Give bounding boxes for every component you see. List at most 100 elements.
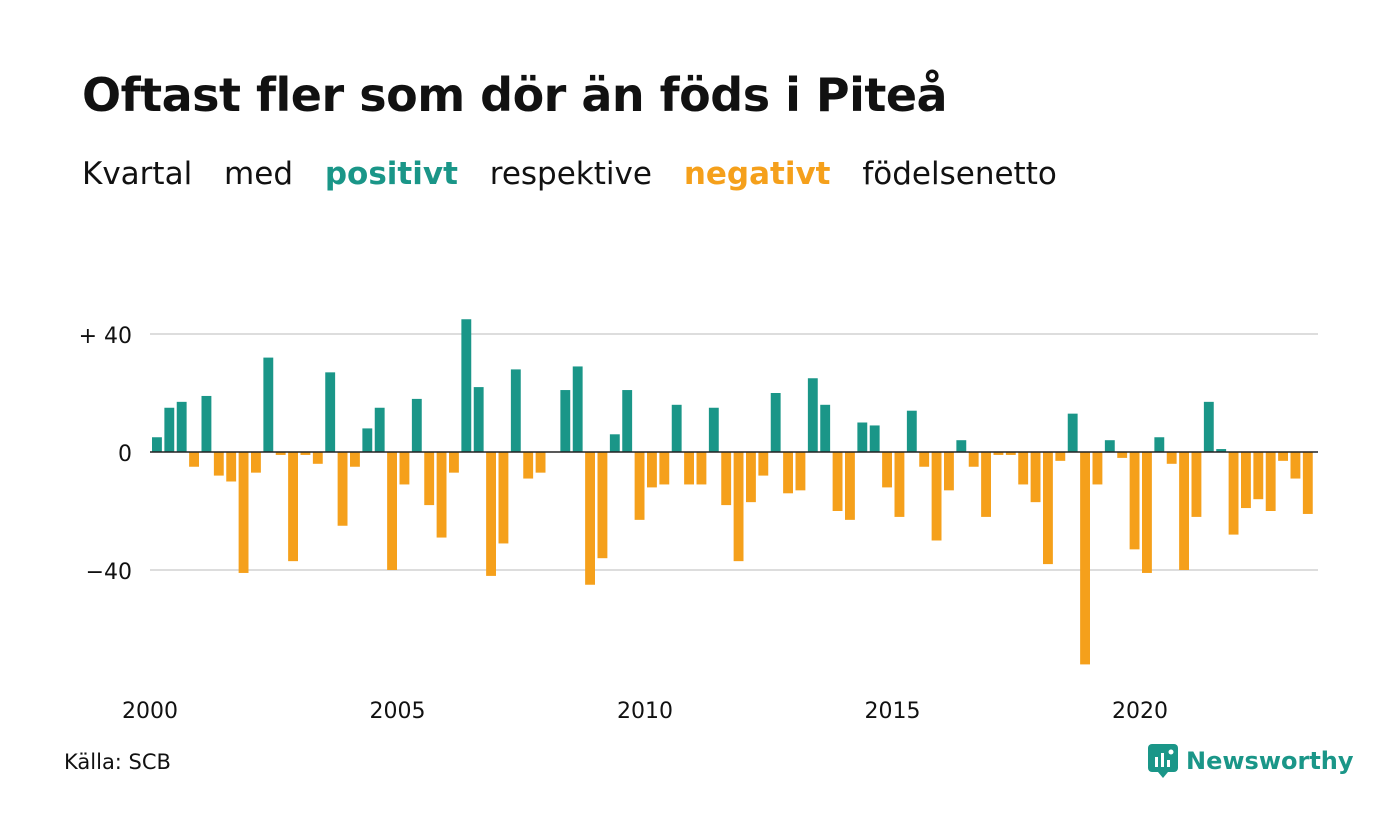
bar-13 [312, 452, 323, 464]
bar-24 [449, 452, 459, 473]
bar-77 [1104, 440, 1115, 452]
bar-58 [869, 425, 880, 452]
bar-93 [1302, 452, 1313, 514]
bar-50 [770, 393, 781, 452]
x-tick-label-3: 2015 [865, 699, 921, 724]
bar-88 [1241, 452, 1251, 509]
bar-12 [300, 452, 311, 455]
bar-90 [1265, 452, 1276, 511]
bar-20 [399, 452, 410, 485]
bar-41 [659, 452, 670, 485]
bar-42 [671, 404, 682, 452]
bar-25 [461, 319, 472, 452]
bar-68 [993, 452, 1004, 455]
bar-16 [350, 452, 360, 467]
bar-43 [684, 452, 694, 485]
bar-91 [1278, 452, 1288, 461]
bar-71 [1030, 452, 1041, 503]
subtitle-word-kvartal: Kvartal [82, 156, 193, 192]
bar-38 [622, 390, 633, 452]
bar-65 [956, 440, 967, 452]
bar-70 [1018, 452, 1029, 485]
bar-9 [263, 357, 274, 452]
bar-2 [176, 401, 187, 452]
bar-67 [981, 452, 991, 517]
bar-4 [201, 395, 212, 452]
bar-66 [968, 452, 979, 467]
bar-29 [510, 369, 521, 452]
chart-title: Oftast fler som dör än föds i Piteå [82, 68, 948, 122]
bar-8 [251, 452, 261, 473]
bar-45 [708, 407, 719, 452]
bar-0 [152, 437, 162, 452]
bar-49 [758, 452, 769, 476]
bar-34 [572, 366, 583, 452]
bar-19 [387, 452, 397, 570]
subtitle-word-respektive: respektive [489, 156, 652, 192]
bar-5 [213, 452, 224, 476]
bar-82 [1166, 452, 1177, 464]
chart-subtitle: Kvartal med positivt respektive negativt… [82, 156, 1079, 192]
bar-54 [820, 404, 831, 452]
bar-3 [189, 452, 199, 467]
bar-39 [634, 452, 645, 520]
bar-6 [226, 452, 237, 482]
bar-26 [473, 387, 484, 452]
bar-14 [325, 372, 336, 452]
y-tick-label-1: 0 [118, 442, 132, 467]
subtitle-negative-label: negativt [683, 156, 831, 192]
bar-87 [1228, 452, 1239, 535]
brand-logo: Newsworthy [1148, 744, 1354, 778]
bar-11 [288, 452, 298, 562]
subtitle-word-med: med [224, 156, 293, 192]
x-tick-label-4: 2020 [1112, 699, 1168, 724]
bar-53 [807, 378, 818, 452]
bar-27 [486, 452, 496, 576]
bar-30 [523, 452, 534, 479]
bar-21 [411, 398, 422, 452]
bar-15 [337, 452, 348, 526]
bar-63 [931, 452, 942, 541]
bar-75 [1080, 452, 1090, 665]
x-tick-label-1: 2005 [370, 699, 426, 724]
newsworthy-chart-icon [1148, 744, 1178, 778]
bar-59 [882, 452, 892, 488]
subtitle-positive-label: positivt [324, 156, 458, 192]
bar-86 [1216, 449, 1227, 452]
bar-64 [944, 452, 954, 491]
bar-23 [436, 452, 447, 538]
bar-37 [609, 434, 620, 452]
y-tick-label-0: + 40 [79, 324, 132, 349]
bar-92 [1290, 452, 1301, 479]
bar-80 [1142, 452, 1152, 573]
bar-73 [1055, 452, 1066, 461]
bar-79 [1129, 452, 1140, 550]
bar-56 [845, 452, 855, 520]
bar-28 [498, 452, 509, 544]
bar-7 [238, 452, 249, 573]
bar-76 [1092, 452, 1103, 485]
bar-36 [597, 452, 608, 559]
bar-47 [733, 452, 744, 562]
bar-89 [1253, 452, 1264, 500]
bar-10 [275, 452, 286, 455]
bar-35 [585, 452, 595, 585]
bar-57 [857, 422, 868, 452]
bar-60 [894, 452, 905, 517]
x-tick-label-2: 2010 [617, 699, 673, 724]
bar-22 [424, 452, 435, 506]
brand-name: Newsworthy [1186, 747, 1354, 775]
bar-48 [746, 452, 756, 503]
bar-78 [1117, 452, 1128, 458]
x-tick-label-0: 2000 [122, 699, 178, 724]
bar-55 [832, 452, 843, 511]
subtitle-word-fodelsenetto: födelsenetto [862, 156, 1057, 192]
bar-72 [1043, 452, 1053, 565]
bar-52 [795, 452, 806, 491]
bar-84 [1191, 452, 1202, 517]
bar-61 [906, 410, 917, 452]
bar-69 [1005, 452, 1016, 455]
bar-1 [164, 407, 175, 452]
bar-74 [1067, 413, 1078, 452]
bar-46 [721, 452, 732, 506]
